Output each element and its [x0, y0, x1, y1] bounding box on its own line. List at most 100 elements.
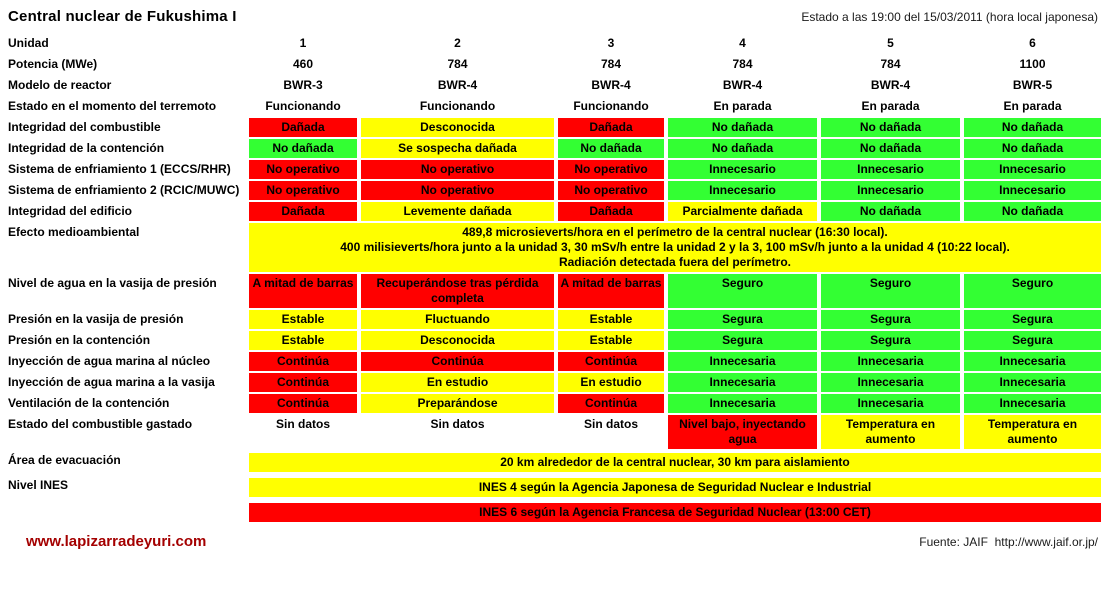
status-cell: Innecesario [821, 181, 960, 200]
status-cell: Dañada [558, 118, 664, 137]
status-cell: Parcialmente dañada [668, 202, 817, 221]
status-cell: Innecesario [668, 160, 817, 179]
status-cell: Estable [249, 331, 357, 350]
span-cell: INES 4 según la Agencia Japonesa de Segu… [249, 476, 1101, 499]
status-cell: Segura [821, 331, 960, 350]
site-link[interactable]: www.lapizarradeyuri.com [26, 533, 207, 550]
span-cell: 20 km alrededor de la central nuclear, 3… [249, 451, 1101, 474]
status-cell: Estable [249, 310, 357, 329]
table-row: Sistema de enfriamiento 2 (RCIC/MUWC) No … [8, 181, 1101, 200]
status-cell: No dañada [964, 139, 1101, 158]
status-cell: A mitad de barras [249, 274, 357, 308]
status-cell: Innecesaria [964, 373, 1101, 392]
unit-value-cell: 1100 [1019, 57, 1046, 71]
plant-status-table: Unidad 1 2 3 4 5 6 Potencia (MWe) 460 784 784 784 78… [4, 32, 1105, 526]
status-cell: Innecesaria [964, 394, 1101, 413]
status-cell: No dañada [821, 202, 960, 221]
unit-value-cell: Funcionando [265, 99, 341, 113]
page-title: Central nuclear de Fukushima I [8, 8, 237, 25]
status-cell: No operativo [249, 181, 357, 200]
unit-value-cell: BWR-4 [870, 78, 911, 92]
row-label [8, 501, 245, 524]
status-cell: Innecesario [668, 181, 817, 200]
status-cell: Recuperándose tras pérdida completa [361, 274, 554, 308]
table-row: Ventilación de la contención Continúa Prep… [8, 394, 1101, 413]
status-cell: Estable [558, 310, 664, 329]
span-cell-line: INES 4 según la Agencia Japonesa de Segu… [478, 480, 872, 494]
status-cell: Innecesaria [821, 394, 960, 413]
status-cell: Segura [668, 331, 817, 350]
unit-value-cell: 6 [1029, 36, 1036, 50]
unit-value-cell: BWR-3 [283, 78, 323, 92]
span-cell-line: INES 6 según la Agencia Francesa de Segu… [479, 505, 871, 519]
table-row: Presión en la vasija de presión Estable Fl… [8, 310, 1101, 329]
row-label: Ventilación de la contención [8, 396, 170, 410]
unit-value-cell: En parada [713, 99, 772, 113]
status-cell: No dañada [821, 118, 960, 137]
status-cell: Fluctuando [361, 310, 554, 329]
status-cell: Segura [964, 331, 1101, 350]
row-label: Estado del combustible gastado [8, 417, 193, 431]
row-label: Potencia (MWe) [8, 57, 98, 71]
status-cell: Continúa [249, 394, 357, 413]
row-label: Nivel INES [8, 478, 69, 492]
row-label: Modelo de reactor [8, 78, 112, 92]
plant-status-table-body: Unidad 1 2 3 4 5 6 Potencia (MWe) 460 784 784 784 78… [8, 34, 1101, 524]
span-cell-line: 400 milisieverts/hora junto a la unidad … [340, 240, 1010, 254]
status-cell: No operativo [558, 181, 664, 200]
source-text: Fuente: JAIF http://www.jaif.or.jp/ [919, 535, 1098, 549]
row-label: Sistema de enfriamiento 1 (ECCS/RHR) [8, 162, 231, 176]
status-cell: No dañada [964, 202, 1101, 221]
table-row: Inyección de agua marina al núcleo Contin… [8, 352, 1101, 371]
status-cell: Continúa [361, 352, 554, 371]
status-timestamp: Estado a las 19:00 del 15/03/2011 (hora … [801, 10, 1098, 24]
status-cell: Dañada [558, 202, 664, 221]
status-cell: No dañada [668, 118, 817, 137]
status-cell: Innecesaria [821, 352, 960, 371]
table-row: INES 6 según la Agencia Francesa de Segu… [8, 501, 1101, 524]
unit-value-cell: Funcionando [419, 99, 496, 113]
unit-value-cell: BWR-5 [1012, 78, 1053, 92]
table-row: Estado del combustible gastado Sin datos S… [8, 415, 1101, 449]
row-label: Presión en la contención [8, 333, 151, 347]
unit-value-cell: En parada [861, 99, 920, 113]
unit-value-cell: 3 [607, 36, 615, 50]
status-cell: Continúa [558, 394, 664, 413]
status-cell: No operativo [558, 160, 664, 179]
unit-value-cell: En parada [1003, 99, 1062, 113]
status-cell: Innecesaria [964, 352, 1101, 371]
table-row: Integridad del edificio Dañada Levemente d… [8, 202, 1101, 221]
table-row: Integridad del combustible Dañada Desconoc… [8, 118, 1101, 137]
status-cell: No dañada [249, 139, 357, 158]
status-cell: No dañada [821, 139, 960, 158]
table-row: Nivel de agua en la vasija de presión A m… [8, 274, 1101, 308]
unit-value-cell: 1 [299, 36, 307, 50]
status-cell: Innecesaria [668, 373, 817, 392]
row-label: Integridad del edificio [8, 204, 133, 218]
status-cell: Temperatura en aumento [964, 415, 1101, 449]
row-label: Integridad de la contención [8, 141, 165, 155]
unit-value-cell: 784 [600, 57, 622, 71]
status-cell: No dañada [558, 139, 664, 158]
status-cell: Dañada [249, 118, 357, 137]
status-cell: Dañada [249, 202, 357, 221]
status-cell: Estable [558, 331, 664, 350]
footer-bar: www.lapizarradeyuri.com Fuente: JAIF htt… [8, 526, 1098, 550]
unit-value-cell: BWR-4 [437, 78, 478, 92]
status-cell: Sin datos [275, 417, 330, 431]
status-cell: Temperatura en aumento [821, 415, 960, 449]
table-row: Área de evacuación 20 km alrededor de la … [8, 451, 1101, 474]
status-cell: Segura [668, 310, 817, 329]
status-cell: Segura [821, 310, 960, 329]
unit-value-cell: 460 [292, 57, 314, 71]
row-label: Sistema de enfriamiento 2 (RCIC/MUWC) [8, 183, 240, 197]
status-cell: Nivel bajo, inyectando agua [668, 415, 817, 449]
status-cell: Innecesaria [668, 352, 817, 371]
row-label: Presión en la vasija de presión [8, 312, 184, 326]
status-cell: No dañada [964, 118, 1101, 137]
unit-value-cell: BWR-4 [722, 78, 763, 92]
unit-value-cell: 4 [739, 36, 746, 50]
status-cell: Continúa [558, 352, 664, 371]
source-link[interactable]: http://www.jaif.or.jp/ [994, 535, 1098, 549]
